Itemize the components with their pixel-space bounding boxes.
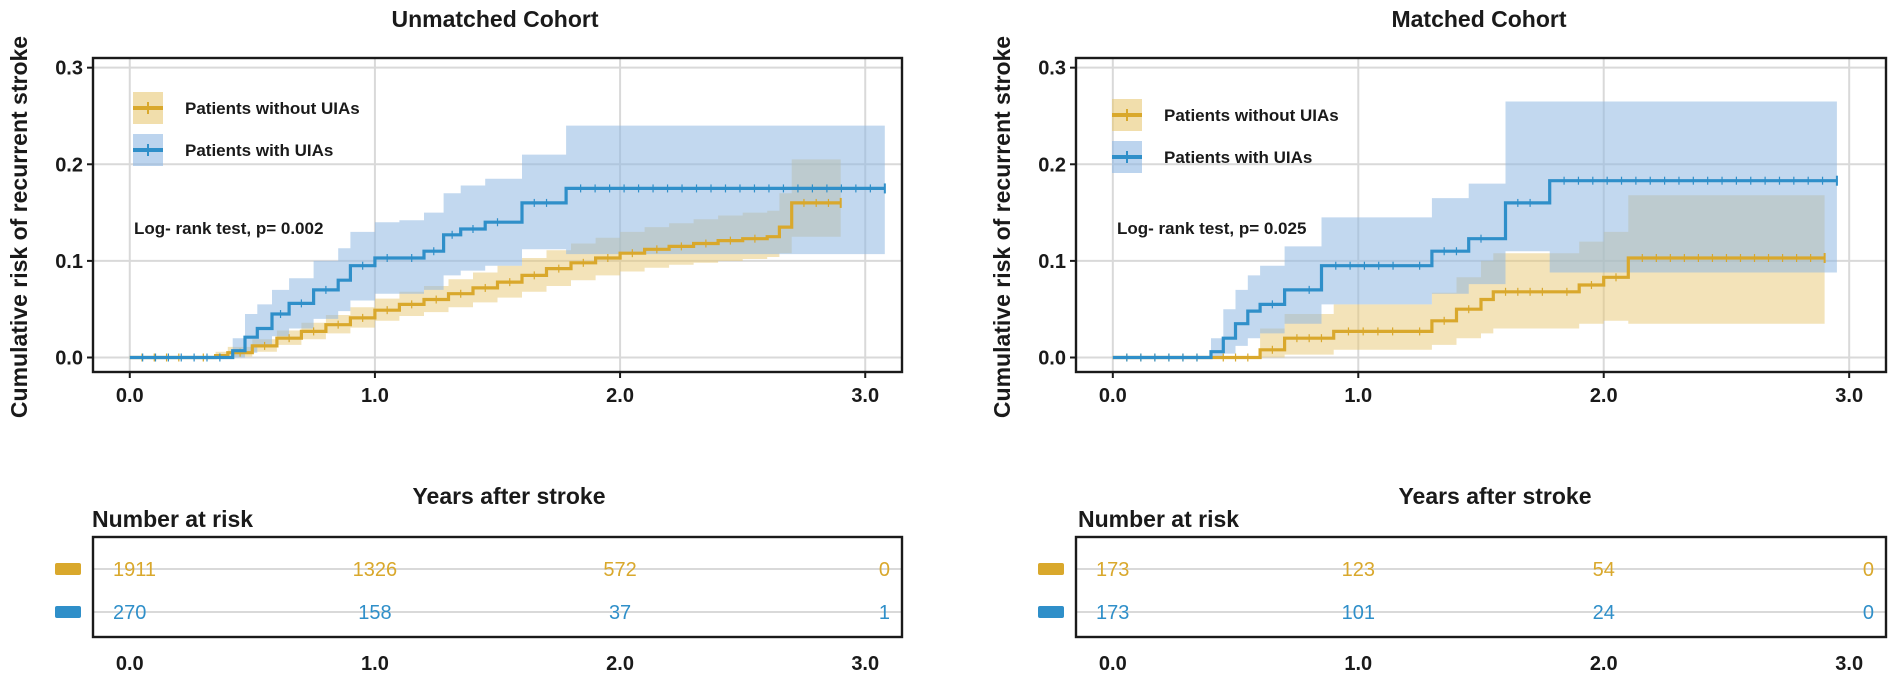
- risk-table-frame: [91, 535, 904, 639]
- risk-count-with: 270: [113, 602, 146, 624]
- risk-count-without: 123: [1342, 559, 1375, 581]
- risk-row-swatch-with: [1038, 606, 1064, 618]
- x-tick-label: 3.0: [851, 385, 879, 407]
- x-tick-label: 1.0: [361, 385, 389, 407]
- y-tick-label: 0.3: [55, 58, 83, 80]
- y-tick-label: 0.2: [1038, 154, 1066, 176]
- risk-count-without: 572: [603, 559, 636, 581]
- y-tick-label: 0.3: [1038, 58, 1066, 80]
- risk-x-tick-label: 1.0: [361, 653, 389, 675]
- risk-count-without: 1326: [353, 559, 398, 581]
- risk-x-tick-label: 1.0: [1344, 653, 1372, 675]
- logrank-annotation: Log- rank test, p= 0.025: [1117, 219, 1306, 238]
- y-tick-label: 0.2: [55, 154, 83, 176]
- chart-title: Unmatched Cohort: [392, 6, 599, 32]
- risk-table-frame: [1074, 535, 1888, 639]
- risk-count-without: 0: [1863, 559, 1874, 581]
- km-curve-without: [1112, 256, 1825, 360]
- risk-count-without: 1911: [113, 559, 156, 581]
- logrank-annotation: Log- rank test, p= 0.002: [134, 219, 323, 238]
- risk-x-tick-label: 3.0: [851, 653, 879, 675]
- km-curve-without: [129, 201, 841, 360]
- risk-row-swatch-with: [55, 606, 81, 618]
- risk-row-swatch-without: [55, 563, 81, 575]
- y-axis-title: Cumulative risk of recurrent stroke: [989, 36, 1015, 418]
- y-tick-label: 0.0: [55, 348, 83, 370]
- y-tick-label: 0.1: [1038, 251, 1066, 273]
- x-tick-label: 0.0: [116, 385, 144, 407]
- km-curve-with: [129, 186, 885, 360]
- x-tick-label: 0.0: [1099, 385, 1127, 407]
- x-tick-label: 1.0: [1344, 385, 1372, 407]
- plot-frame: [1074, 56, 1888, 374]
- risk-count-without: 173: [1096, 559, 1129, 581]
- panel-matched: Matched Cohort 0.0 1.0 2.0 3.0 0.0 0.1 0.2 0.3 Ye…: [989, 6, 1888, 675]
- risk-count-with: 0: [1863, 602, 1874, 624]
- confidence-band-with: [1112, 101, 1837, 358]
- risk-x-tick-label: 0.0: [1099, 653, 1127, 675]
- risk-count-with: 1: [879, 602, 890, 624]
- y-tick-label: 0.0: [1038, 348, 1066, 370]
- panel-unmatched: Unmatched Cohort 0.0 1.0 2.0 3.0 0.0 0.1 0.2 0.3…: [6, 6, 904, 675]
- legend-label-with: Patients with UIAs: [1164, 148, 1312, 167]
- risk-table-title: Number at risk: [1078, 506, 1239, 532]
- legend-label-with: Patients with UIAs: [185, 141, 333, 160]
- plot-frame: [91, 56, 904, 374]
- legend-label-without: Patients without UIAs: [1164, 106, 1339, 125]
- x-tick-label: 2.0: [1590, 385, 1618, 407]
- x-axis-title: Years after stroke: [412, 483, 605, 509]
- x-tick-label: 3.0: [1835, 385, 1863, 407]
- y-tick-label: 0.1: [55, 251, 83, 273]
- confidence-band-without: [129, 159, 841, 358]
- risk-x-tick-label: 2.0: [606, 653, 634, 675]
- risk-x-tick-label: 0.0: [116, 653, 144, 675]
- risk-table-title: Number at risk: [92, 506, 253, 532]
- risk-count-with: 158: [358, 602, 391, 624]
- risk-count-with: 24: [1593, 602, 1615, 624]
- risk-x-tick-label: 2.0: [1590, 653, 1618, 675]
- x-axis-title: Years after stroke: [1398, 483, 1591, 509]
- risk-count-without: 54: [1593, 559, 1615, 581]
- risk-row-swatch-without: [1038, 563, 1064, 575]
- confidence-band-with: [129, 125, 885, 358]
- risk-count-without: 0: [879, 559, 890, 581]
- y-axis-title: Cumulative risk of recurrent stroke: [6, 36, 32, 418]
- risk-count-with: 37: [609, 602, 631, 624]
- legend-label-without: Patients without UIAs: [185, 99, 360, 118]
- risk-count-with: 173: [1096, 602, 1129, 624]
- x-tick-label: 2.0: [606, 385, 634, 407]
- risk-x-tick-label: 3.0: [1835, 653, 1863, 675]
- chart-title: Matched Cohort: [1391, 6, 1566, 32]
- risk-count-with: 101: [1342, 602, 1375, 624]
